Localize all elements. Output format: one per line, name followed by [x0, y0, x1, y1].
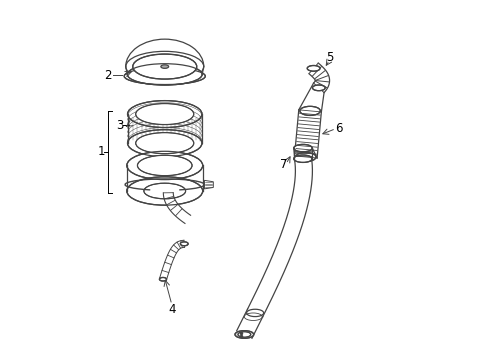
- Ellipse shape: [137, 155, 192, 176]
- Ellipse shape: [293, 144, 311, 152]
- Text: 2: 2: [104, 69, 112, 82]
- Ellipse shape: [312, 85, 325, 91]
- Ellipse shape: [238, 332, 250, 337]
- Polygon shape: [247, 157, 312, 317]
- Ellipse shape: [306, 66, 319, 71]
- Ellipse shape: [295, 152, 315, 162]
- Text: 5: 5: [325, 51, 333, 64]
- Ellipse shape: [126, 151, 202, 180]
- Ellipse shape: [125, 51, 203, 82]
- Polygon shape: [159, 240, 184, 280]
- Ellipse shape: [235, 330, 253, 338]
- Text: 6: 6: [334, 122, 342, 135]
- Ellipse shape: [136, 104, 193, 125]
- Ellipse shape: [127, 100, 202, 127]
- Text: 4: 4: [168, 303, 175, 316]
- Polygon shape: [204, 180, 213, 189]
- Ellipse shape: [161, 65, 168, 68]
- Ellipse shape: [126, 177, 202, 205]
- Ellipse shape: [293, 155, 311, 162]
- Ellipse shape: [159, 278, 166, 281]
- Text: 1: 1: [97, 145, 104, 158]
- Ellipse shape: [133, 54, 196, 79]
- Polygon shape: [308, 63, 329, 93]
- Ellipse shape: [127, 130, 202, 157]
- Ellipse shape: [143, 183, 185, 199]
- Polygon shape: [163, 193, 190, 224]
- Polygon shape: [126, 151, 202, 205]
- Ellipse shape: [299, 106, 320, 116]
- Polygon shape: [127, 100, 202, 157]
- Ellipse shape: [124, 68, 205, 85]
- Ellipse shape: [136, 132, 193, 154]
- Text: 7: 7: [279, 158, 286, 171]
- Polygon shape: [294, 110, 321, 158]
- Ellipse shape: [180, 242, 188, 246]
- Text: 3: 3: [116, 118, 123, 131]
- Ellipse shape: [127, 64, 202, 85]
